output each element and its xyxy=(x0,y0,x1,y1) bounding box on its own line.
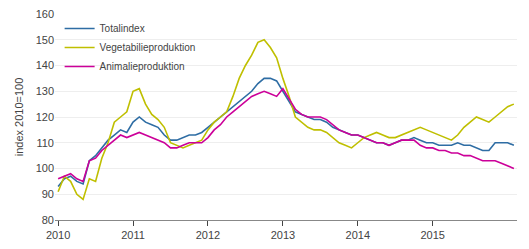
svg-text:160: 160 xyxy=(36,8,54,20)
svg-text:120: 120 xyxy=(36,111,54,123)
svg-text:150: 150 xyxy=(36,34,54,46)
svg-text:2011: 2011 xyxy=(121,229,145,241)
svg-text:2014: 2014 xyxy=(346,229,370,241)
svg-text:110: 110 xyxy=(36,137,54,149)
svg-text:2013: 2013 xyxy=(271,229,295,241)
svg-text:2015: 2015 xyxy=(420,229,444,241)
svg-text:Animalieproduktion: Animalieproduktion xyxy=(100,61,185,72)
svg-text:2012: 2012 xyxy=(196,229,220,241)
svg-text:2010: 2010 xyxy=(46,229,70,241)
svg-text:80: 80 xyxy=(42,214,54,226)
svg-text:index 2010=100: index 2010=100 xyxy=(13,78,25,157)
svg-text:90: 90 xyxy=(42,188,54,200)
svg-text:140: 140 xyxy=(36,59,54,71)
svg-text:Totalindex: Totalindex xyxy=(100,23,145,34)
svg-text:Vegetabilieproduktion: Vegetabilieproduktion xyxy=(100,42,196,53)
svg-text:100: 100 xyxy=(36,162,54,174)
svg-text:130: 130 xyxy=(36,85,54,97)
